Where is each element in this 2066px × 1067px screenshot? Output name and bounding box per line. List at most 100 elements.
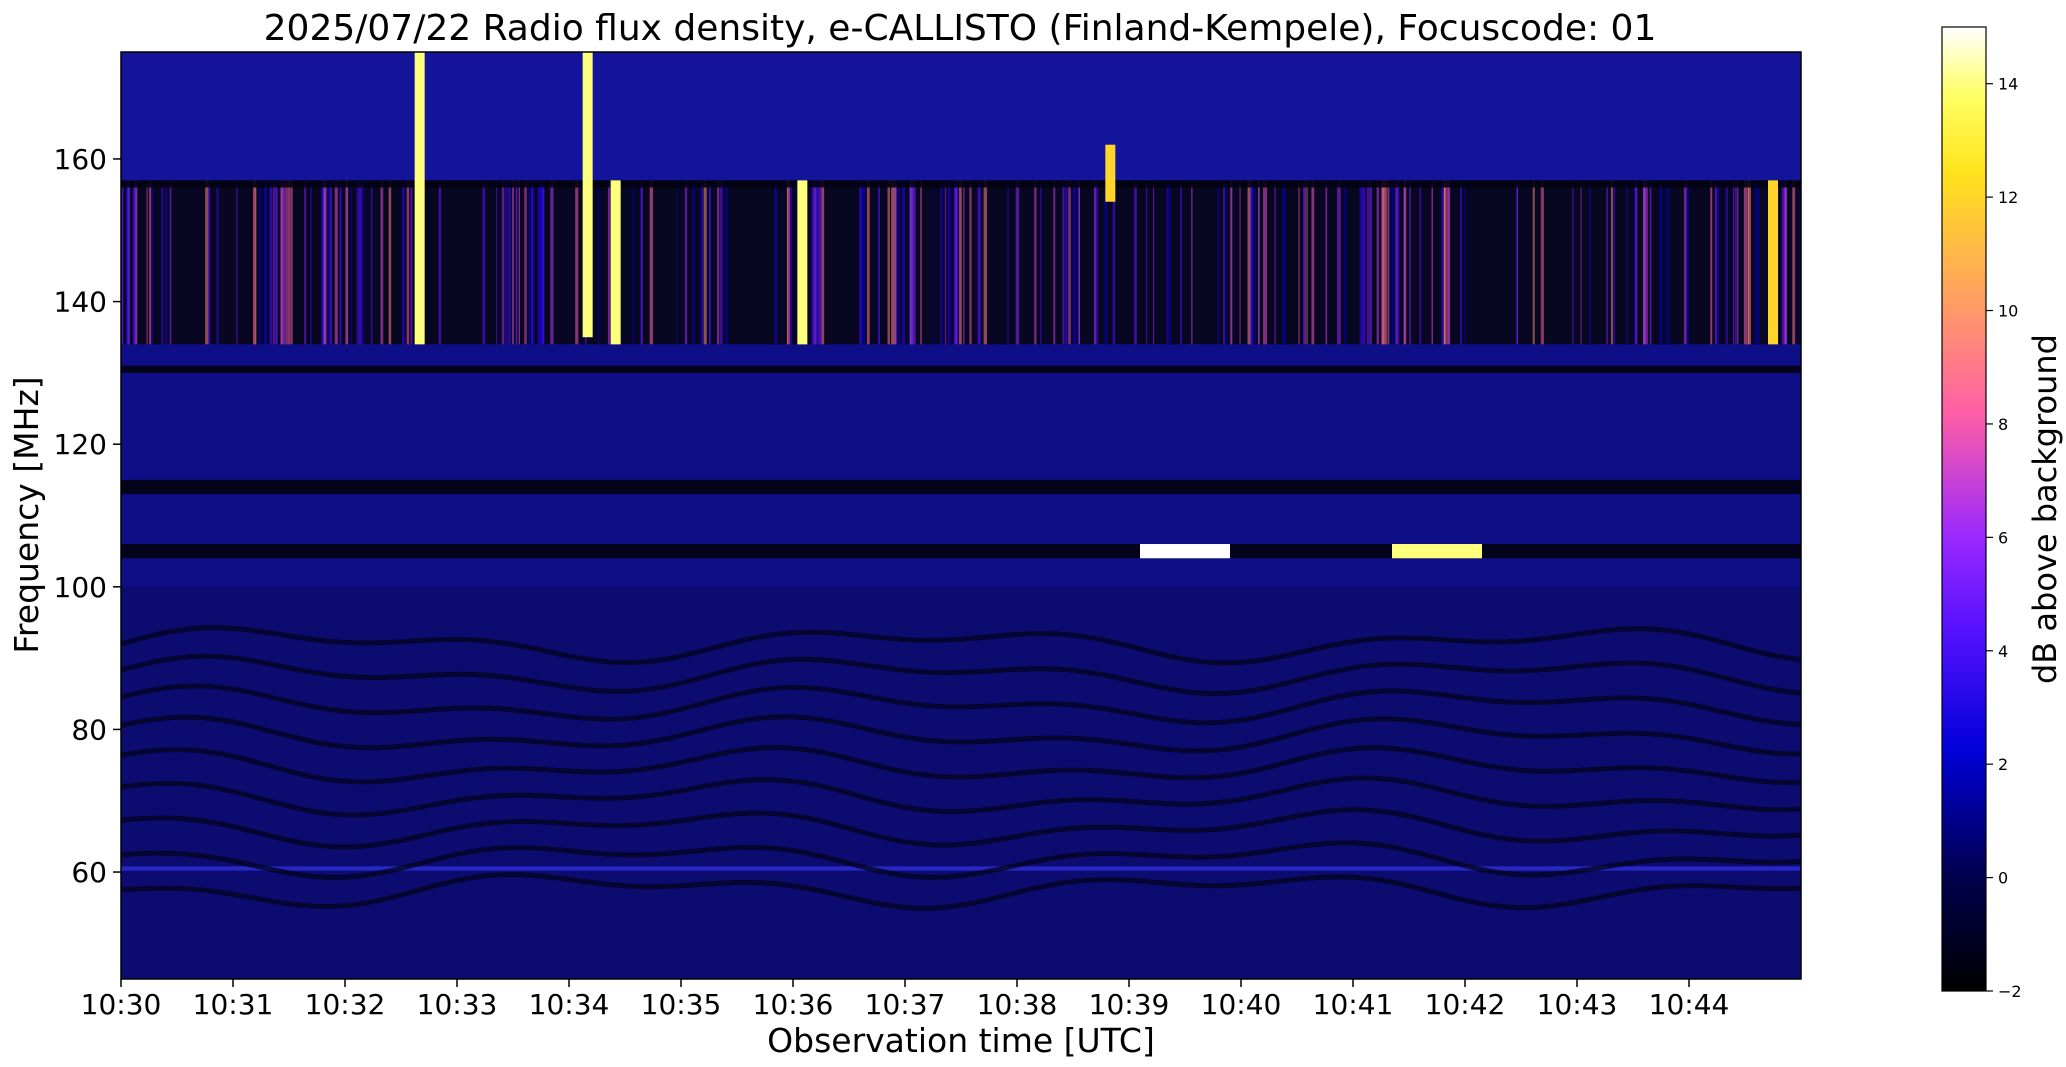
emission-streak — [692, 180, 695, 345]
emission-streak — [891, 180, 895, 345]
colorbar: −2 0 2 4 6 8 10 12 14 dB above background — [1941, 26, 2064, 1001]
persistent-band — [121, 180, 1801, 188]
emission-streak — [274, 180, 277, 345]
emission-streak — [310, 180, 312, 345]
emission-streak — [358, 180, 363, 345]
emission-streak — [774, 180, 778, 345]
emission-streak — [1441, 180, 1444, 345]
emission-streak — [703, 180, 707, 345]
y-tick-label: 80 — [71, 713, 107, 746]
emission-streak — [983, 180, 988, 345]
colorbar-tick-label: 8 — [1998, 415, 2008, 434]
emission-streak — [1034, 180, 1037, 345]
emission-streak — [165, 180, 168, 345]
emission-streak — [1732, 180, 1735, 345]
x-tick-label: 10:42 — [1425, 988, 1506, 1021]
emission-streak — [1395, 180, 1399, 345]
x-tick-label: 10:39 — [1089, 988, 1170, 1021]
emission-streak — [1072, 180, 1076, 345]
emission-streak — [1398, 180, 1401, 345]
emission-streak — [1649, 180, 1652, 345]
emission-streak — [1062, 180, 1064, 345]
emission-streak — [1710, 180, 1713, 345]
emission-streak — [814, 180, 818, 345]
emission-streak — [1532, 180, 1535, 345]
emission-streak — [709, 180, 712, 345]
emission-streak — [969, 180, 972, 345]
emission-streak — [272, 180, 275, 345]
emission-streak — [816, 180, 820, 345]
emission-streak — [959, 180, 962, 345]
emission-streak — [552, 180, 554, 345]
emission-streak — [339, 180, 342, 345]
persistent-band — [121, 866, 1801, 871]
emission-streak — [1266, 180, 1268, 345]
emission-streak — [821, 180, 825, 345]
emission-streak — [438, 180, 442, 345]
emission-streak — [811, 180, 815, 345]
emission-streak — [1743, 180, 1748, 345]
y-tick-label: 100 — [54, 571, 107, 604]
x-tick-label: 10:31 — [193, 988, 274, 1021]
emission-streak — [1747, 180, 1751, 345]
emission-streak — [370, 180, 373, 345]
emission-streak — [684, 180, 688, 345]
emission-streak — [1460, 180, 1462, 345]
emission-streak — [1217, 180, 1220, 345]
emission-streak — [161, 180, 164, 345]
emission-streak — [149, 180, 152, 345]
emission-streak — [787, 180, 791, 345]
emission-streak — [1303, 180, 1307, 345]
emission-streak — [496, 180, 498, 345]
emission-streak — [263, 180, 267, 345]
emission-streak — [505, 180, 508, 345]
emission-streak — [362, 180, 365, 345]
emission-streak — [537, 180, 542, 345]
emission-streak — [205, 180, 209, 345]
y-tick-label: 60 — [71, 856, 107, 889]
emission-streak — [271, 180, 273, 345]
emission-streak — [1112, 180, 1116, 345]
emission-streak — [1667, 180, 1670, 345]
emission-streak — [528, 180, 530, 345]
emission-streak — [533, 180, 535, 345]
emission-streak — [963, 180, 965, 345]
y-tick-label: 140 — [54, 286, 107, 319]
interference-ridge — [121, 807, 1801, 850]
emission-streak — [1747, 180, 1750, 345]
emission-streak — [169, 180, 172, 345]
emission-streak — [1007, 180, 1009, 345]
emission-streak — [1053, 180, 1056, 345]
emission-streak — [716, 180, 720, 345]
emission-streak — [1068, 180, 1071, 345]
emission-streak — [1633, 180, 1636, 345]
emission-streak — [252, 180, 256, 345]
emission-streak — [940, 180, 942, 345]
y-tick-label: 120 — [54, 428, 107, 461]
emission-streak — [1384, 180, 1387, 345]
emission-streak — [1376, 180, 1379, 345]
emission-streak — [597, 180, 600, 345]
emission-streak — [1716, 180, 1719, 345]
emission-streak — [501, 180, 505, 345]
emission-streak — [282, 180, 286, 345]
emission-streak — [860, 180, 865, 345]
x-tick-label: 10:32 — [305, 988, 386, 1021]
emission-streak — [146, 180, 148, 345]
colorbar-tick-label: 14 — [1998, 75, 2018, 94]
emission-streak — [920, 180, 922, 345]
y-axis-label: Frequency [MHz] — [7, 376, 46, 653]
x-tick-label: 10:35 — [641, 988, 722, 1021]
lower-band-background — [121, 586, 1801, 979]
emission-streak — [402, 180, 405, 345]
interference-ridge — [121, 871, 1801, 911]
emission-streak — [1635, 180, 1638, 345]
emission-streak — [515, 180, 518, 345]
interference-ridge — [121, 653, 1801, 697]
emission-streak — [1095, 180, 1099, 345]
emission-streak — [1064, 180, 1068, 345]
emission-streak — [121, 180, 124, 345]
emission-streak — [1734, 180, 1737, 345]
emission-streak — [1387, 180, 1390, 345]
colorbar-tick-label: 6 — [1998, 528, 2008, 547]
